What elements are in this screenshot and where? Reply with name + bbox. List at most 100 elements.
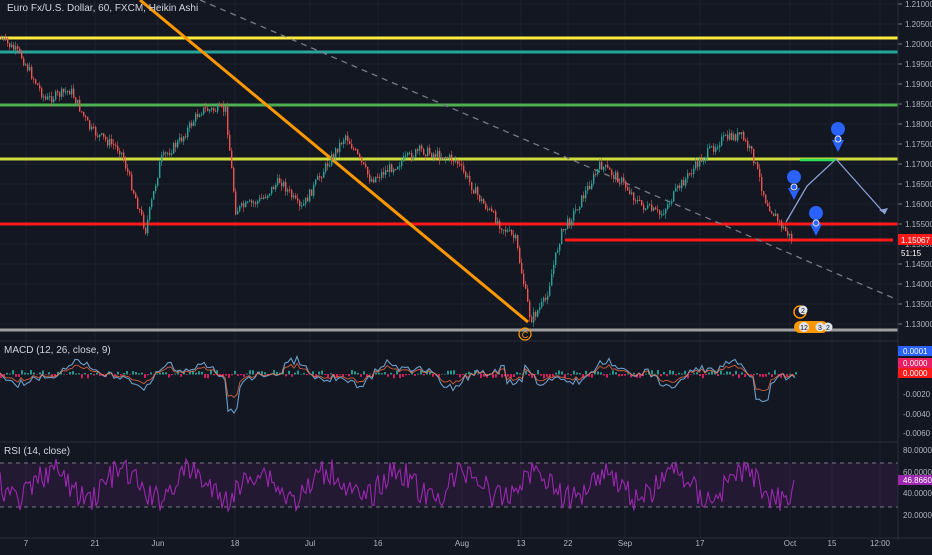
candle-body <box>295 195 297 199</box>
candle-body <box>81 111 83 113</box>
candle-body <box>311 189 313 196</box>
candle-body <box>593 174 595 184</box>
candle-body <box>87 117 89 121</box>
candle-body <box>25 64 27 66</box>
candle-body <box>145 227 147 234</box>
candle-body <box>41 88 43 98</box>
price-tick-label: 1.21000 <box>905 0 932 9</box>
candle-body <box>37 83 39 86</box>
candle-body <box>181 137 183 142</box>
candle-body <box>407 152 409 156</box>
candle-body <box>679 185 681 189</box>
candle-body <box>405 155 407 157</box>
candle-body <box>391 164 393 173</box>
macd-line <box>0 354 796 414</box>
candle-body <box>47 96 49 100</box>
candle-body <box>157 178 159 186</box>
candle-body <box>125 160 127 169</box>
candle-body <box>173 142 175 154</box>
candle-body <box>151 199 153 208</box>
candle-body <box>693 168 695 174</box>
candle-body <box>189 122 191 128</box>
candle-body <box>65 91 67 93</box>
candles <box>1 33 793 327</box>
candle-body <box>575 209 577 211</box>
candle-body <box>463 165 465 172</box>
candle-body <box>107 139 109 146</box>
rsi-label[interactable]: RSI (14, close) <box>4 446 71 457</box>
candle-body <box>223 105 225 112</box>
candle-body <box>645 208 647 210</box>
candle-body <box>355 149 357 151</box>
candle-body <box>73 88 75 98</box>
candle-body <box>503 229 505 231</box>
candle-body <box>651 204 653 211</box>
candle-body <box>409 152 411 154</box>
candle-body <box>767 203 769 207</box>
candle-body <box>669 203 671 205</box>
price-tick-label: 1.13500 <box>905 300 932 309</box>
candle-body <box>649 204 651 206</box>
candle-body <box>629 190 631 194</box>
candle-body <box>455 160 457 162</box>
candle-body <box>177 140 179 148</box>
time-tick-label: 18 <box>231 539 240 548</box>
candle-body <box>607 164 609 168</box>
location-pin-icon <box>787 170 802 200</box>
candle-body <box>381 171 383 178</box>
candle-body <box>533 312 535 323</box>
candle-body <box>233 168 235 192</box>
candle-body <box>337 148 339 153</box>
price-tick-label: 1.16500 <box>905 180 932 189</box>
candle-body <box>131 174 133 191</box>
candle-body <box>301 205 303 207</box>
candle-body <box>579 207 581 210</box>
candle-body <box>347 135 349 142</box>
candle-body <box>273 186 275 190</box>
candle-body <box>153 190 155 200</box>
candle-body <box>457 160 459 164</box>
event-badge-icon: 2 12 3 2 <box>793 305 833 333</box>
candle-body <box>493 211 495 213</box>
candle-body <box>719 145 721 148</box>
svg-text:3: 3 <box>818 325 822 332</box>
candle-body <box>379 177 381 179</box>
price-tick-label: 1.20500 <box>905 20 932 29</box>
candle-body <box>501 228 503 231</box>
candle-body <box>705 157 707 161</box>
macd-label[interactable]: MACD (12, 26, close, 9) <box>4 345 111 356</box>
candle-body <box>215 110 217 112</box>
candle-body <box>247 201 249 203</box>
candle-body <box>545 297 547 300</box>
candle-body <box>781 221 783 229</box>
candle-body <box>365 164 367 167</box>
candle-body <box>727 134 729 140</box>
candle-body <box>345 135 347 141</box>
candle-body <box>193 121 195 126</box>
candle-body <box>423 148 425 155</box>
candle-body <box>633 192 635 201</box>
candle-body <box>499 221 501 229</box>
candle-body <box>121 152 123 155</box>
candle-body <box>293 195 295 198</box>
candle-body <box>375 176 377 183</box>
candle-body <box>229 134 231 151</box>
candle-body <box>261 197 263 199</box>
candle-body <box>21 51 23 59</box>
candle-body <box>661 214 663 216</box>
candle-body <box>137 198 139 209</box>
candle-body <box>371 179 373 182</box>
candle-body <box>185 136 187 138</box>
candle-body <box>1 38 3 39</box>
candle-body <box>765 195 767 204</box>
candle-body <box>711 146 713 148</box>
candle-body <box>689 173 691 175</box>
candle-body <box>187 127 189 138</box>
candle-body <box>103 133 105 137</box>
candle-body <box>115 144 117 146</box>
candle-body <box>665 208 667 214</box>
